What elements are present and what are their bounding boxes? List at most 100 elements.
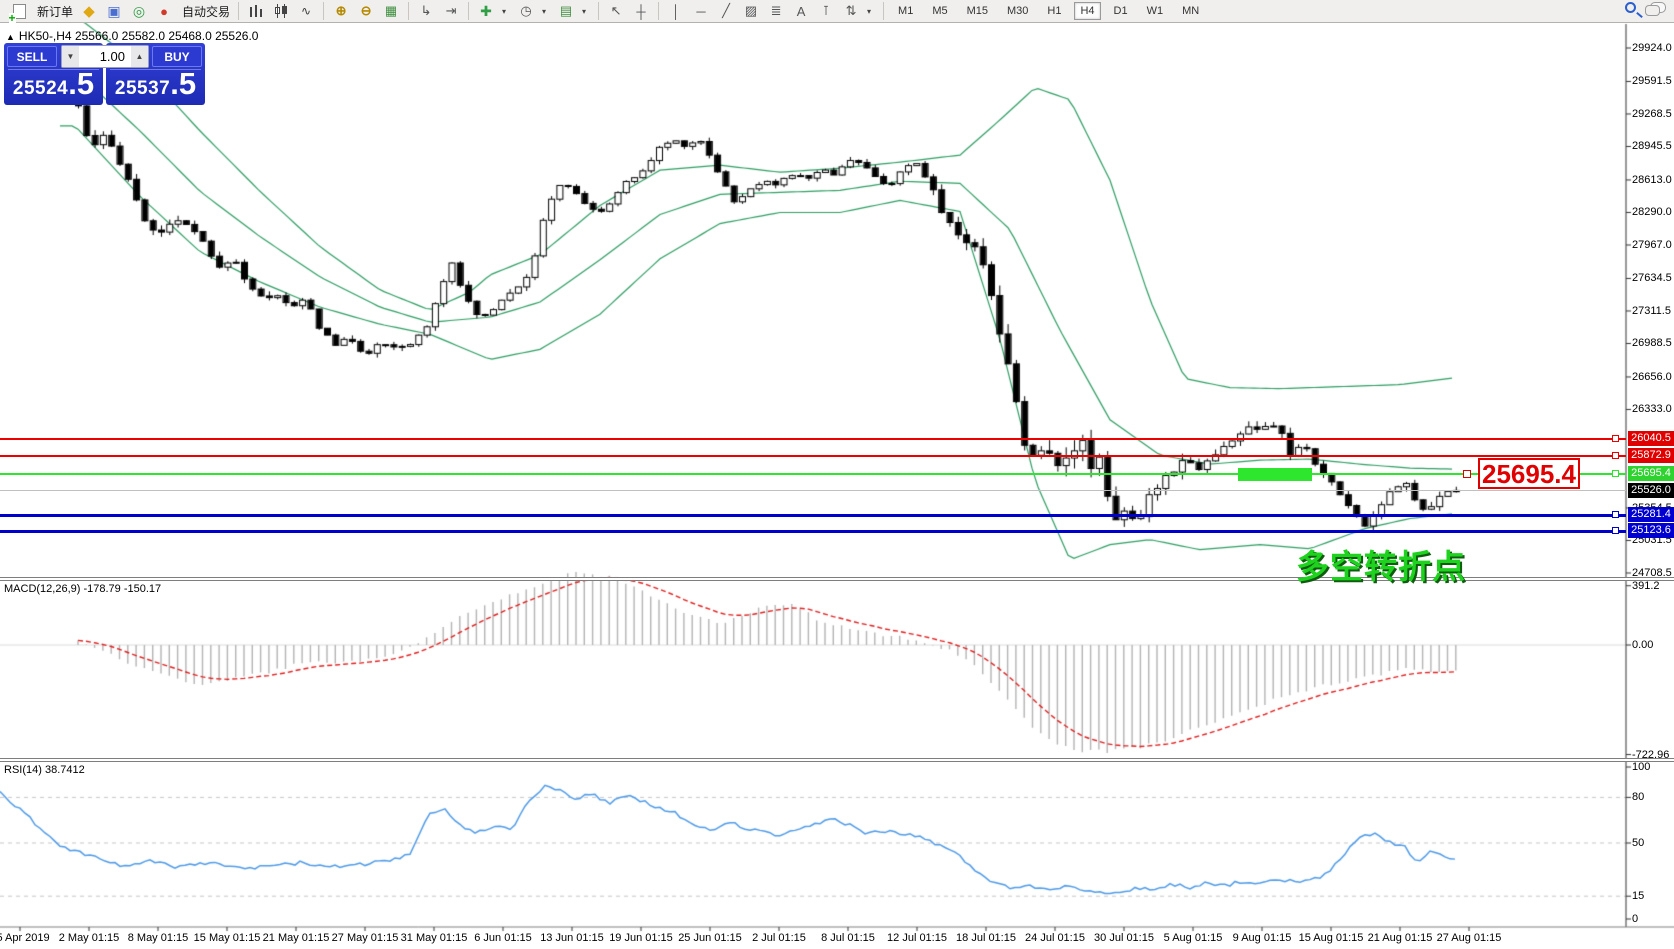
time-axis-label: 15 May 01:15: [193, 932, 261, 944]
support-line[interactable]: [0, 513, 1626, 517]
templates-icon[interactable]: ▤: [559, 3, 573, 18]
chat-icon[interactable]: [1645, 2, 1666, 16]
toolbar-separator: [323, 2, 325, 20]
price-axis-label: 28613.0: [1632, 173, 1672, 186]
ohlc-text: HK50-,H4 25566.0 25582.0 25468.0 25526.0: [18, 29, 259, 43]
line-chart-icon[interactable]: ∿: [301, 4, 312, 18]
time-axis-label: 21 May 01:15: [262, 932, 330, 944]
volume-decrease-button[interactable]: ▼: [62, 46, 79, 67]
resistance-line[interactable]: [0, 437, 1626, 440]
zoom-out-icon[interactable]: ⊖: [360, 3, 372, 18]
volume-spinner: ▼ 1.00 ▲: [61, 45, 149, 68]
text-icon[interactable]: A: [796, 3, 806, 19]
rsi-axis-label: 100: [1632, 761, 1651, 773]
timeframe-m30[interactable]: M30: [1007, 5, 1029, 17]
price-axis-label: 26333.0: [1632, 403, 1672, 416]
timeframe-mn[interactable]: MN: [1182, 5, 1200, 17]
pivot-line-anchor[interactable]: [1463, 469, 1471, 478]
macd-axis-label: 0.00: [1632, 639, 1654, 651]
chart-shift-icon[interactable]: ⇥: [445, 3, 457, 18]
volume-value[interactable]: 1.00: [99, 49, 125, 64]
autotrade-icon[interactable]: ●: [160, 3, 168, 19]
zoom-in-icon[interactable]: ⊕: [335, 3, 347, 18]
text-label-icon[interactable]: ⊺: [822, 3, 830, 18]
pivot-line-anchor[interactable]: [1612, 469, 1619, 477]
time-axis-label: 9 Aug 01:15: [1232, 932, 1292, 944]
window-expand-icon[interactable]: ▲: [6, 32, 15, 42]
bar-chart-icon[interactable]: [247, 2, 265, 20]
time-axis-label: 31 May 01:15: [400, 932, 468, 944]
timeframe-d1[interactable]: D1: [1113, 5, 1128, 17]
time-axis-label: 15 Aug 01:15: [1298, 932, 1364, 944]
sticker-icon[interactable]: ◆: [83, 3, 95, 20]
candlestick-chart-icon[interactable]: [272, 2, 290, 20]
time-axis-label: 12 Jul 01:15: [887, 932, 947, 944]
support-line[interactable]: [0, 529, 1626, 533]
search-icon[interactable]: [1625, 2, 1636, 13]
ask-price: 25537.5: [114, 66, 197, 101]
indicators-caret-icon[interactable]: ▾: [502, 6, 507, 16]
fibonacci-icon[interactable]: ≣: [770, 3, 782, 18]
time-axis-label: 21 Aug 01:15: [1367, 932, 1433, 944]
price-axis-label: 27311.5: [1632, 304, 1671, 317]
signal-icon[interactable]: ◎: [132, 2, 146, 19]
timeframe-h1[interactable]: H1: [1047, 5, 1062, 17]
indicators-icon[interactable]: ✚: [480, 2, 492, 19]
pivot-price-callout[interactable]: 25695.4: [1478, 458, 1580, 489]
macd-axis-label: -722.96: [1632, 748, 1670, 761]
tile-windows-icon[interactable]: ▦: [384, 3, 398, 18]
resistance-line-anchor[interactable]: [1612, 451, 1619, 459]
current-line[interactable]: [0, 490, 1626, 492]
pane-separator[interactable]: [0, 577, 1674, 581]
pivot-line[interactable]: [0, 472, 1626, 475]
resistance-line-anchor[interactable]: [1612, 434, 1619, 442]
time-axis-label: 25 Jun 01:15: [678, 932, 742, 944]
resistance-line[interactable]: [0, 454, 1626, 457]
rsi-axis-label: 50: [1632, 837, 1645, 849]
cursor-icon[interactable]: ↖: [610, 3, 622, 18]
new-order-icon[interactable]: [8, 2, 28, 23]
toolbar-separator: [468, 2, 470, 20]
support-line-anchor[interactable]: [1612, 527, 1619, 535]
trendline-icon[interactable]: ╱: [722, 3, 730, 18]
price-axis-label: 28945.5: [1632, 140, 1672, 153]
volume-increase-button[interactable]: ▲: [131, 46, 148, 67]
time-axis-label: 8 Jul 01:15: [821, 932, 875, 944]
price-axis-label: 29268.5: [1632, 107, 1672, 120]
turning-point-annotation[interactable]: 多空转折点: [1296, 548, 1466, 585]
new-order-label[interactable]: 新订单: [37, 4, 74, 19]
timeframe-m1[interactable]: M1: [898, 5, 914, 17]
vertical-line-icon[interactable]: │: [671, 3, 681, 19]
profile-icon[interactable]: ▣: [107, 2, 121, 19]
time-axis-label: 18 Jul 01:15: [956, 932, 1016, 944]
periods-icon[interactable]: ◷: [520, 3, 532, 18]
templates-caret-icon[interactable]: ▾: [582, 6, 587, 16]
timeframe-group: M1 M5 M15 M30 H1 H4 D1 W1 MN: [886, 2, 1211, 20]
buy-button[interactable]: BUY: [152, 46, 202, 67]
auto-scroll-icon[interactable]: ↳: [420, 3, 432, 18]
time-axis-label: 25 Apr 2019: [0, 932, 50, 944]
time-axis-label: 27 Aug 01:15: [1436, 932, 1502, 944]
timeframe-m15[interactable]: M15: [966, 5, 988, 17]
pivot-highlight-segment[interactable]: [1238, 468, 1312, 481]
crosshair-icon[interactable]: ┼: [636, 3, 646, 19]
timeframe-w1[interactable]: W1: [1146, 5, 1164, 17]
auto-trading-label[interactable]: 自动交易: [182, 4, 231, 19]
toolbar-separator: [238, 2, 240, 20]
equidistant-channel-icon[interactable]: ▨: [744, 3, 758, 18]
arrows-caret-icon[interactable]: ▾: [867, 6, 872, 16]
timeframe-h4[interactable]: H4: [1074, 2, 1101, 20]
arrows-icon[interactable]: ⇅: [845, 3, 857, 18]
support-line-anchor[interactable]: [1612, 511, 1619, 519]
timeframe-m5[interactable]: M5: [932, 5, 948, 17]
pane-separator[interactable]: [0, 758, 1674, 762]
horizontal-line-icon[interactable]: ─: [696, 3, 706, 19]
price-badge: 25872.9: [1628, 447, 1674, 463]
sell-button[interactable]: SELL: [7, 46, 57, 67]
ask-panel: BUY 25537.5: [106, 43, 205, 105]
price-axis-label: 28290.0: [1632, 206, 1672, 219]
time-axis-label: 27 May 01:15: [331, 932, 399, 944]
periods-caret-icon[interactable]: ▾: [542, 6, 547, 16]
time-axis-label: 5 Aug 01:15: [1163, 932, 1223, 944]
